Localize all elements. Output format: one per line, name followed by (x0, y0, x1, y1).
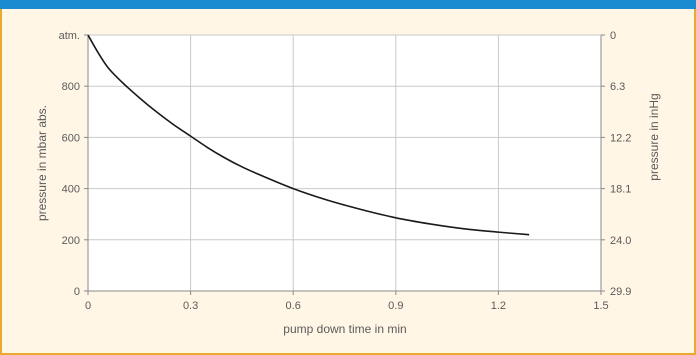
y-tick-label: atm. (59, 30, 80, 42)
y-tick-label: 0 (74, 286, 80, 298)
tick-labels: 0 0.3 0.6 0.9 1.2 1.5 0 29.9 200 24.0 400 18.1 600 12… (59, 30, 632, 312)
x-axis-title: pump down time in min (283, 322, 406, 336)
plot-area (88, 35, 601, 291)
x-tick-label: 0.3 (183, 300, 198, 312)
y2-tick-label: 6.3 (610, 81, 625, 93)
x-tick-label: 0 (85, 300, 91, 312)
y2-tick-label: 18.1 (610, 184, 631, 196)
y2-tick-label: 12.2 (610, 132, 631, 144)
y2-axis-title: pressure in inHg (647, 93, 661, 180)
y-tick-label: 600 (62, 132, 80, 144)
y2-tick-label: 0 (610, 30, 616, 42)
header-bar (0, 0, 696, 9)
x-tick-label: 1.5 (593, 300, 608, 312)
grid (88, 35, 601, 291)
y2-tick-label: 24.0 (610, 235, 631, 247)
y-axis-title: pressure in mbar abs. (35, 105, 49, 221)
y-tick-label: 200 (62, 235, 80, 247)
axes (84, 34, 605, 295)
x-tick-label: 1.2 (491, 300, 506, 312)
y2-tick-label: 29.9 (610, 286, 631, 298)
y-tick-label: 400 (62, 184, 80, 196)
series-group (87, 34, 530, 236)
x-tick-label: 0.6 (286, 300, 301, 312)
pressure-curve (87, 34, 530, 236)
x-tick-label: 0.9 (388, 300, 403, 312)
y-tick-label: 800 (62, 81, 80, 93)
